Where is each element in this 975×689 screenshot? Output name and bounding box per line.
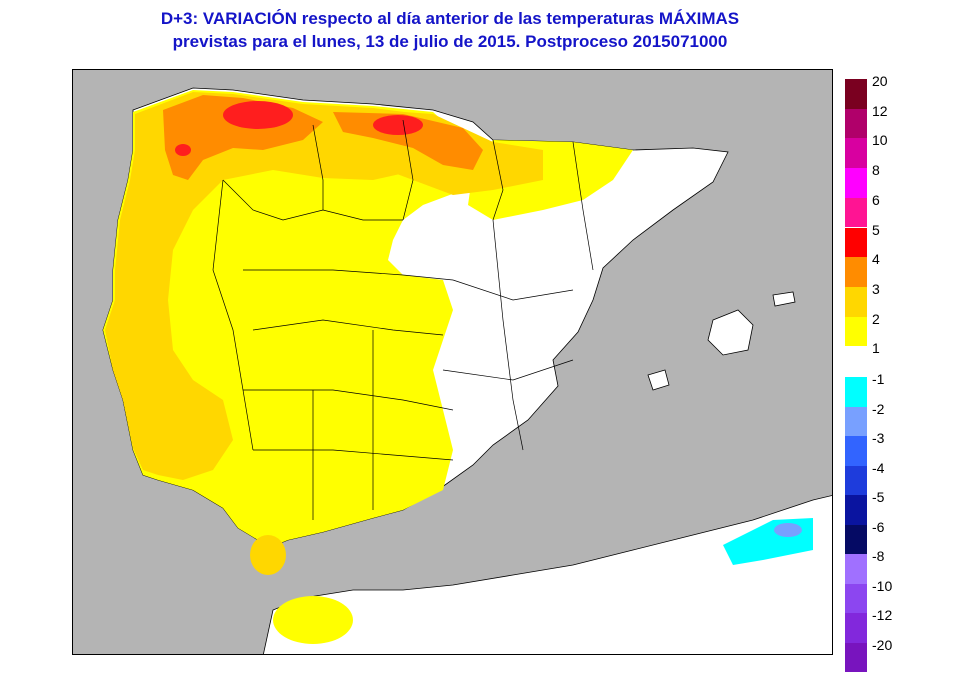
legend-swatch--12 <box>845 613 867 643</box>
zone-plus-2-cadiz <box>250 535 286 575</box>
legend-swatch-3 <box>845 286 867 317</box>
legend-swatch--6 <box>845 524 867 554</box>
island-mallorca <box>707 309 754 356</box>
legend-label--5: -5 <box>872 489 885 505</box>
legend-swatch--10 <box>845 583 867 613</box>
legend-swatch--8 <box>845 554 867 584</box>
legend-swatch--20 <box>845 642 867 672</box>
zone-plus-4-northwest-coast <box>175 144 191 156</box>
zone-minus-2-algeria <box>774 523 802 537</box>
legend-swatch-10 <box>845 138 867 169</box>
map-panel <box>72 69 833 655</box>
north-africa-landmass <box>263 495 832 654</box>
legend-label-12: 12 <box>872 102 888 119</box>
legend-label--12: -12 <box>872 607 893 623</box>
legend-label-5: 5 <box>872 221 880 238</box>
legend-label-10: 10 <box>872 132 888 149</box>
map-title-line-2: previstas para el lunes, 13 de julio de … <box>172 32 728 51</box>
legend-label--2: -2 <box>872 400 885 417</box>
legend-swatch-12 <box>845 108 867 139</box>
legend-label--1: -1 <box>872 371 885 387</box>
legend-label-6: 6 <box>872 191 880 208</box>
legend-swatch--3 <box>845 436 867 466</box>
zone-plus-4-cantabria <box>373 115 423 135</box>
legend-swatch--2 <box>845 406 867 436</box>
legend-swatch-2 <box>845 316 867 347</box>
legend-label-20: 20 <box>872 73 888 89</box>
legend-label--6: -6 <box>872 518 885 535</box>
zone-plus-1-morocco <box>273 596 353 644</box>
legend-label-8: 8 <box>872 162 880 179</box>
legend-swatch-4 <box>845 257 867 287</box>
legend-label-2: 2 <box>872 310 880 327</box>
zone-plus-3-north <box>333 112 483 170</box>
zone-plus-2-west <box>105 92 443 480</box>
legend-swatch-8 <box>845 168 867 198</box>
region-boundaries <box>212 119 594 520</box>
legend-label-4: 4 <box>872 251 880 268</box>
legend-swatch--4 <box>845 465 867 495</box>
legend-swatch-20 <box>845 79 867 109</box>
zone-plus-4-galicia <box>223 101 293 129</box>
legend-label--3: -3 <box>872 430 885 446</box>
legend-swatch-5 <box>845 227 867 258</box>
legend-label--10: -10 <box>872 577 893 594</box>
legend-swatch--5 <box>845 495 867 525</box>
legend-swatch-6 <box>845 197 867 228</box>
legend-label-1: 1 <box>872 340 880 357</box>
legend-label-3: 3 <box>872 280 880 297</box>
legend-label--20: -20 <box>872 636 893 653</box>
island-ibiza <box>647 369 670 391</box>
legend-label--8: -8 <box>872 548 885 564</box>
legend-label--4: -4 <box>872 459 885 476</box>
map-title-line-1: D+3: VARIACIÓN respecto al día anterior … <box>160 9 740 28</box>
island-menorca <box>772 291 796 307</box>
iberia-map <box>102 87 832 654</box>
legend-swatch--1 <box>845 377 867 407</box>
